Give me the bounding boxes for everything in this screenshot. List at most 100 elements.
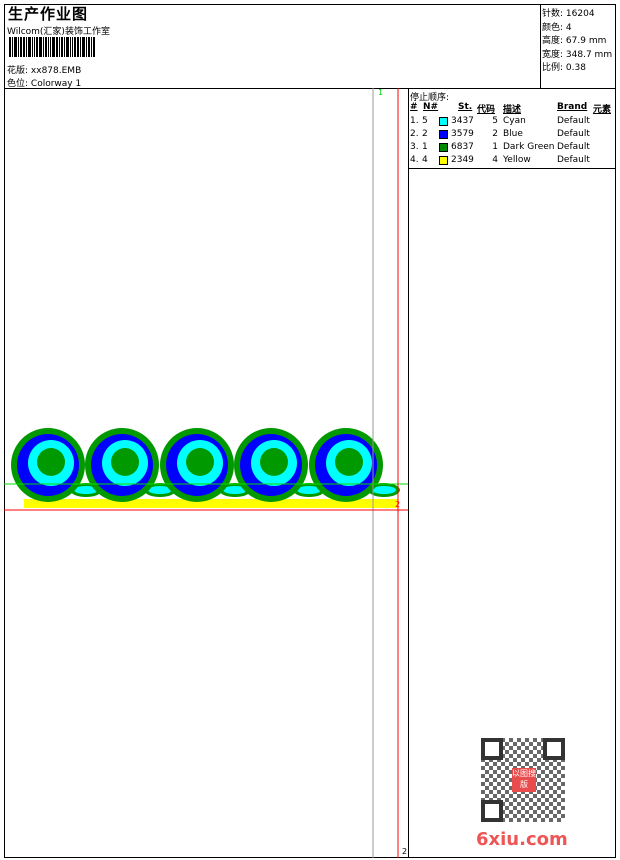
- design-value: xx878.EMB: [30, 66, 82, 76]
- barcode-bar: [26, 37, 27, 57]
- leaf: [74, 486, 98, 494]
- design-file: 花版: xx878.EMB: [7, 63, 81, 76]
- row-code: 4: [492, 155, 498, 165]
- barcode-bar: [18, 37, 19, 57]
- row-description: Dark Green: [503, 142, 555, 152]
- barcode-bar: [32, 37, 33, 57]
- barcode-bar: [48, 37, 49, 57]
- barcode-bar: [74, 37, 76, 57]
- barcode-bar: [86, 37, 87, 57]
- row-stitches: 6837: [451, 142, 474, 152]
- color-swatch: [439, 117, 448, 126]
- seal-logo: 以图搜版: [512, 768, 536, 792]
- header-divider: [4, 88, 616, 89]
- panel-divider: [408, 88, 409, 858]
- leaf: [372, 486, 396, 494]
- barcode-bar: [12, 37, 13, 57]
- leaf: [148, 486, 172, 494]
- qr-corner: [481, 738, 503, 760]
- barcode-bar: [59, 37, 60, 57]
- leaf: [223, 486, 247, 494]
- color-swatch: [439, 156, 448, 165]
- stat-row: 宽度: 348.7 mm: [542, 47, 612, 60]
- stat-value: 4: [565, 22, 572, 33]
- barcode-bar: [45, 37, 47, 57]
- colorway-value: Colorway 1: [30, 79, 82, 89]
- barcode-bar: [64, 37, 65, 57]
- row-needle: 2: [422, 129, 428, 139]
- barcode-bar: [50, 37, 51, 57]
- row-needle: 5: [422, 116, 428, 126]
- barcode-bar: [14, 37, 17, 57]
- row-needle: 1: [422, 142, 428, 152]
- column-header: 元素: [593, 105, 612, 115]
- row-index: 1.: [410, 116, 419, 126]
- column-header: St.: [458, 102, 473, 112]
- leaf: [297, 486, 321, 494]
- barcode-bar: [66, 37, 69, 57]
- barcode-bar: [93, 37, 95, 57]
- stat-label: 高度:: [542, 36, 564, 46]
- barcode-bar: [56, 37, 58, 57]
- row-code: 2: [492, 129, 498, 139]
- barcode-bar: [88, 37, 90, 57]
- stat-label: 宽度:: [542, 49, 564, 60]
- barcode-bar: [82, 37, 85, 57]
- barcode-bar: [91, 37, 92, 57]
- flower-center: [260, 448, 288, 476]
- watermark-logo: 6xiu.com: [476, 829, 568, 850]
- stat-row: 针数: 16204: [542, 6, 595, 19]
- barcode-bar: [72, 37, 73, 57]
- row-stitches: 2349: [451, 155, 474, 165]
- start-marker: 1: [378, 88, 384, 97]
- column-header: 代码: [477, 105, 496, 115]
- end-marker-bottom: 2: [402, 847, 408, 856]
- flower-center: [186, 448, 214, 476]
- stat-row: 高度: 67.9 mm: [542, 33, 606, 46]
- color-swatch: [439, 143, 448, 152]
- flower-center: [111, 448, 139, 476]
- row-brand: Default: [557, 129, 590, 139]
- barcode-bar: [80, 37, 81, 57]
- stat-value: 348.7 mm: [565, 49, 613, 60]
- stat-value: 67.9 mm: [565, 36, 607, 46]
- row-stitches: 3437: [451, 116, 474, 126]
- column-header: N#: [423, 102, 439, 112]
- barcode-bar: [9, 37, 11, 57]
- column-header: Brand: [557, 102, 588, 112]
- page-title: 生产作业图: [8, 5, 89, 23]
- barcode-bar: [39, 37, 42, 57]
- qr-corner: [481, 800, 503, 822]
- yellow-border-strip: [24, 499, 398, 508]
- row-index: 4.: [410, 155, 419, 165]
- row-brand: Default: [557, 116, 590, 126]
- barcode-bar: [20, 37, 22, 57]
- end-marker: 2: [395, 500, 401, 509]
- barcode-bar: [23, 37, 25, 57]
- stat-value: 0.38: [565, 63, 586, 73]
- row-code: 5: [492, 116, 498, 126]
- stat-value: 16204: [565, 9, 595, 19]
- stats-divider: [540, 4, 541, 88]
- stat-label: 针数:: [542, 9, 564, 19]
- table-divider: [408, 168, 616, 169]
- stat-label: 颜色:: [542, 22, 564, 33]
- page-frame: [4, 4, 616, 858]
- barcode-bar: [34, 37, 35, 57]
- stat-row: 颜色: 4: [542, 20, 572, 33]
- barcode-bar: [61, 37, 63, 57]
- stop-sequence-title: 停止顺序:: [410, 93, 450, 103]
- flower-center: [37, 448, 65, 476]
- barcode-bar: [77, 37, 79, 57]
- column-header: 描述: [503, 105, 522, 115]
- barcode-bar: [36, 37, 38, 57]
- row-index: 2.: [410, 129, 419, 139]
- row-brand: Default: [557, 142, 590, 152]
- colorway-label: 色位:: [7, 79, 29, 89]
- row-stitches: 3579: [451, 129, 474, 139]
- colorway: 色位: Colorway 1: [7, 76, 81, 89]
- stat-label: 比例:: [542, 63, 564, 73]
- color-swatch: [439, 130, 448, 139]
